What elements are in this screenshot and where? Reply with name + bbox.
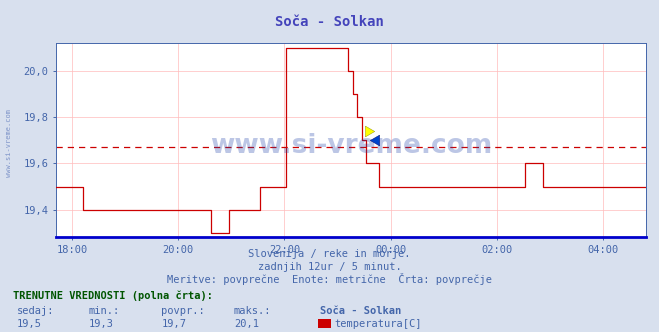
Text: Meritve: povprečne  Enote: metrične  Črta: povprečje: Meritve: povprečne Enote: metrične Črta:… — [167, 273, 492, 285]
Text: Soča - Solkan: Soča - Solkan — [320, 306, 401, 316]
Text: 19,5: 19,5 — [16, 319, 42, 329]
Text: povpr.:: povpr.: — [161, 306, 205, 316]
Text: 19,3: 19,3 — [89, 319, 114, 329]
Text: 20,1: 20,1 — [234, 319, 259, 329]
Text: sedaj:: sedaj: — [16, 306, 54, 316]
Text: Soča - Solkan: Soča - Solkan — [275, 15, 384, 29]
Text: www.si-vreme.com: www.si-vreme.com — [5, 109, 12, 177]
Text: min.:: min.: — [89, 306, 120, 316]
Text: zadnjih 12ur / 5 minut.: zadnjih 12ur / 5 minut. — [258, 262, 401, 272]
Text: maks.:: maks.: — [234, 306, 272, 316]
Text: www.si-vreme.com: www.si-vreme.com — [210, 133, 492, 159]
Text: TRENUTNE VREDNOSTI (polna črta):: TRENUTNE VREDNOSTI (polna črta): — [13, 291, 213, 301]
Text: 19,7: 19,7 — [161, 319, 186, 329]
Text: temperatura[C]: temperatura[C] — [335, 319, 422, 329]
Text: Slovenija / reke in morje.: Slovenija / reke in morje. — [248, 249, 411, 259]
